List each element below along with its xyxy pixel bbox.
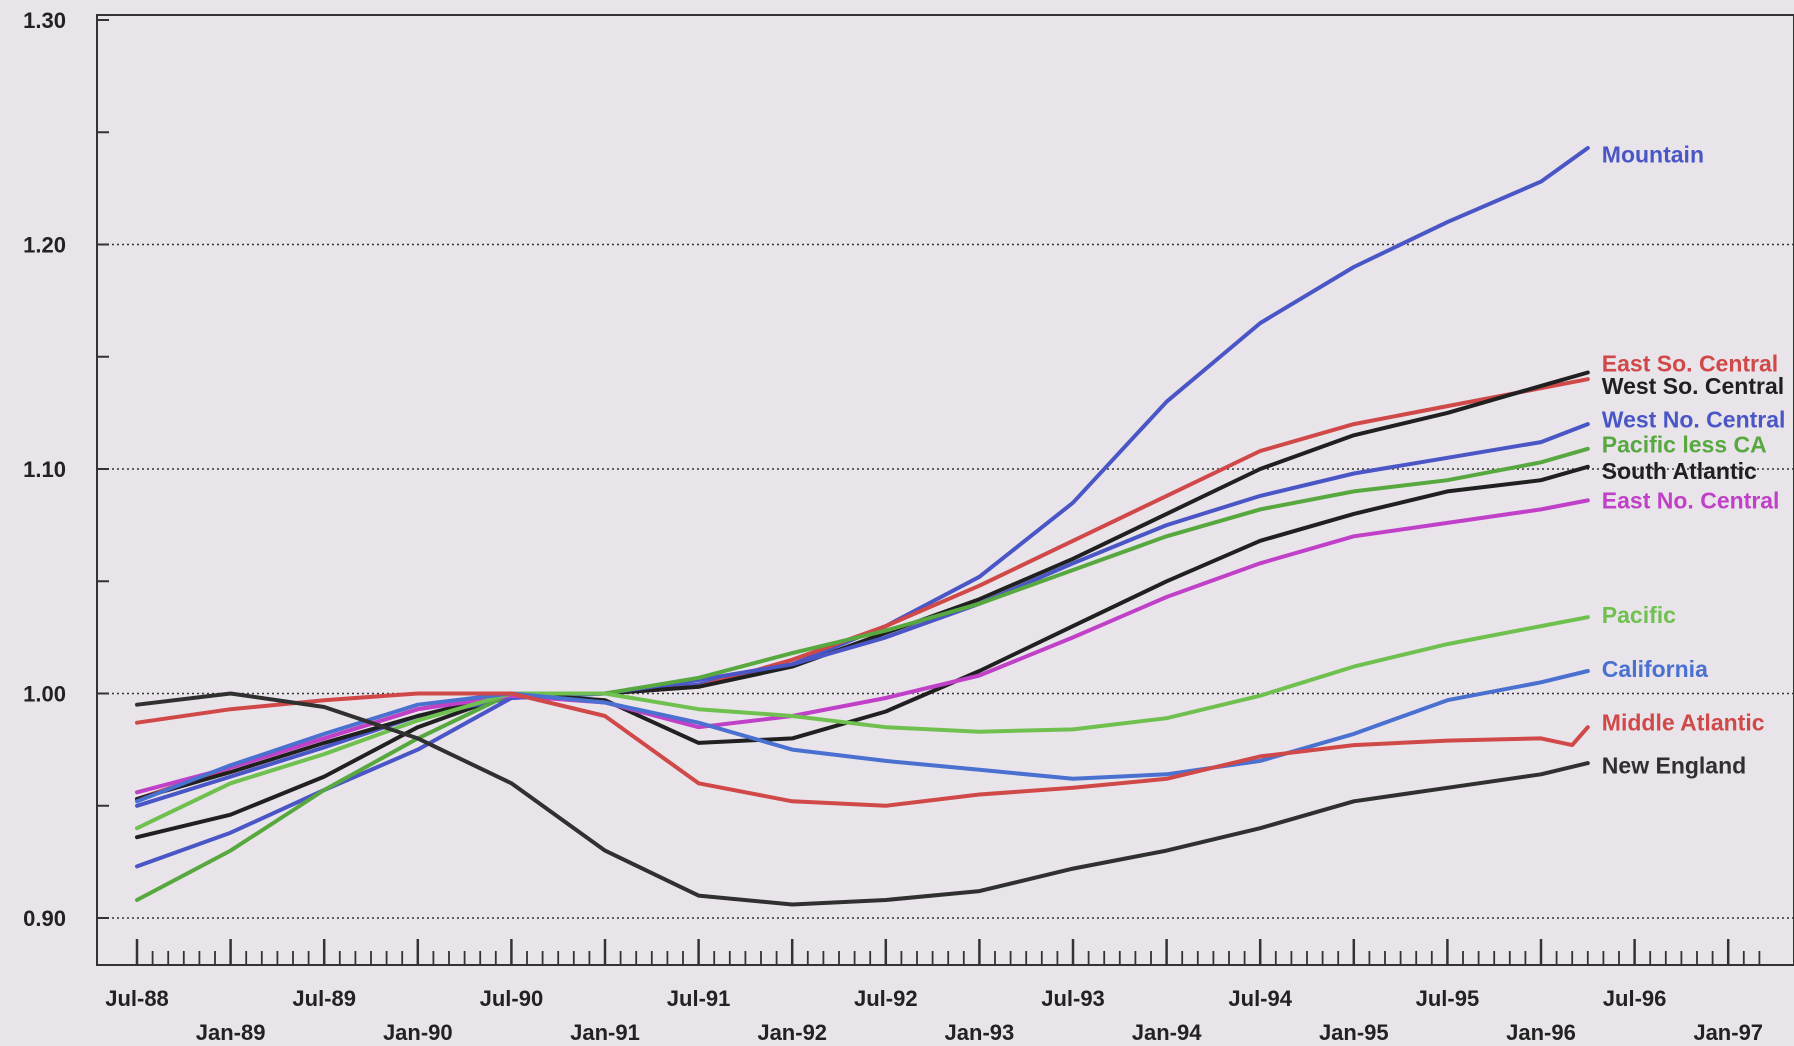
x-tick-label: Jul-93 xyxy=(1041,986,1105,1011)
y-tick-label: 1.30 xyxy=(23,8,66,33)
series-label: West No. Central xyxy=(1602,407,1786,433)
series-label: West So. Central xyxy=(1602,373,1784,399)
x-tick-label: Jan-97 xyxy=(1693,1020,1763,1045)
series-label: California xyxy=(1602,656,1708,682)
series-line xyxy=(135,464,1590,801)
series-line xyxy=(135,498,1590,795)
y-tick-label: 0.90 xyxy=(23,906,66,931)
x-tick-label: Jul-91 xyxy=(667,986,731,1011)
x-tick-label: Jul-95 xyxy=(1416,986,1480,1011)
series-line xyxy=(135,370,1590,840)
x-tick-label: Jan-94 xyxy=(1132,1020,1202,1045)
x-tick-label: Jul-88 xyxy=(105,986,169,1011)
series-label: Pacific less CA xyxy=(1602,431,1767,457)
x-tick-label: Jan-95 xyxy=(1319,1020,1389,1045)
series-line xyxy=(135,691,1590,808)
x-tick-label: Jan-91 xyxy=(570,1020,640,1045)
series-label: Middle Atlantic xyxy=(1602,710,1765,736)
series-lines xyxy=(135,146,1590,907)
series-label: South Atlantic xyxy=(1602,458,1757,484)
series-line xyxy=(135,669,1590,804)
x-tick-label: Jul-90 xyxy=(480,986,544,1011)
series-line xyxy=(135,615,1590,831)
x-axis: Jul-88 Jul-89 Jul-90 Jul-91 Jul-92 Jul-93 Jul-… xyxy=(105,939,1763,1045)
x-tick-label: Jan-89 xyxy=(196,1020,266,1045)
x-tick-label: Jul-92 xyxy=(854,986,918,1011)
series-line xyxy=(135,691,1590,907)
series-label: Pacific xyxy=(1602,602,1676,628)
series-line xyxy=(135,446,1590,902)
x-tick-label: Jan-92 xyxy=(757,1020,827,1045)
x-tick-label: Jul-89 xyxy=(292,986,356,1011)
series-label: East So. Central xyxy=(1602,350,1778,376)
x-tick-label: Jan-90 xyxy=(383,1020,453,1045)
series-label: New England xyxy=(1602,752,1746,778)
series-label: East No. Central xyxy=(1602,487,1780,513)
y-axis: 0.90 1.00 1.10 1.20 1.30 xyxy=(23,8,109,931)
x-tick-label: Jan-93 xyxy=(945,1020,1015,1045)
y-tick-label: 1.00 xyxy=(23,682,66,707)
series-label: Mountain xyxy=(1602,142,1704,168)
y-tick-label: 1.20 xyxy=(23,233,66,258)
plot-area xyxy=(96,14,1794,966)
y-tick-label: 1.10 xyxy=(23,457,66,482)
x-tick-label: Jan-96 xyxy=(1506,1020,1576,1045)
x-tick-label: Jul-94 xyxy=(1228,986,1292,1011)
x-tick-label: Jul-96 xyxy=(1603,986,1667,1011)
